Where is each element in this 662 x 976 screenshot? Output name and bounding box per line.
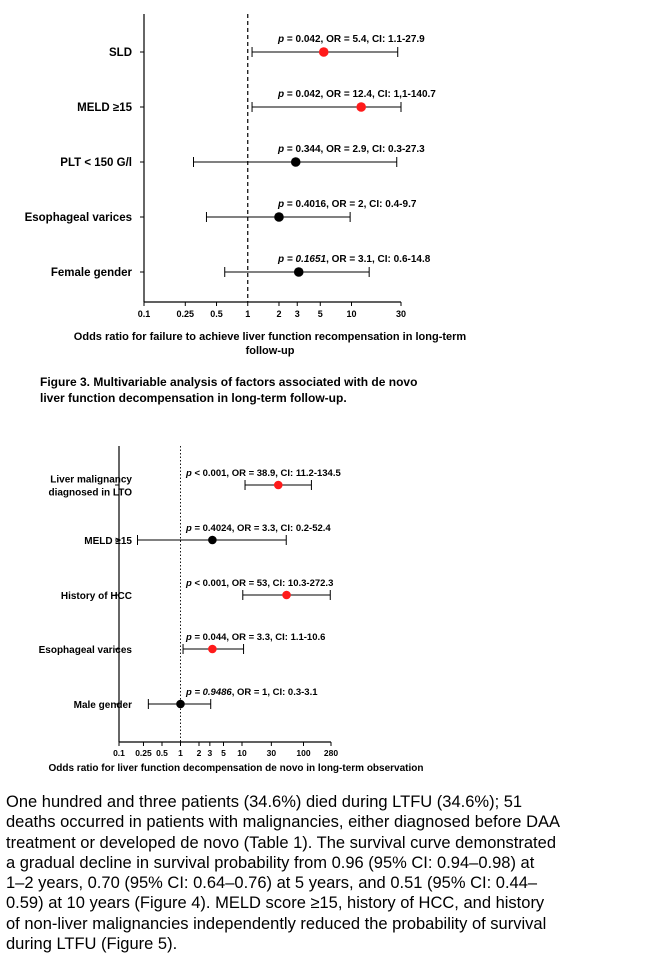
stats-label: , OR = 5.4, CI: 1.1-27.9 (321, 34, 426, 45)
category-label: diagnosed in LTO (48, 488, 132, 499)
data-label: p = 0.042, OR = 12.4, CI: 1,1-140.7 (277, 89, 436, 100)
x-tick-label: 0.1 (113, 748, 125, 758)
stats-label: , OR = 2.9, CI: 0.3-27.3 (321, 144, 426, 155)
paragraph-line: 1–2 years, 0.70 (95% CI: 0.64–0.76) at 5… (6, 874, 538, 893)
p-value: < 0.001 (192, 468, 227, 479)
x-axis-label: Odds ratio for failure to achieve liver … (74, 331, 467, 343)
data-label: p = 0.044, OR = 3.3, CI: 1.1-10.6 (185, 632, 325, 643)
stats-label: , OR = 1, CI: 0.3-3.1 (232, 687, 319, 698)
odds-ratio-point (208, 644, 217, 654)
p-label: p (185, 523, 192, 534)
x-tick-label: 3 (295, 309, 300, 319)
p-label: p (185, 632, 192, 643)
body-paragraph: One hundred and three patients (34.6%) d… (6, 792, 658, 954)
category-label: Liver malignancy (50, 475, 132, 486)
odds-ratio-point (318, 47, 329, 57)
p-value: < 0.001 (192, 578, 227, 589)
category-label: Esophageal varices (25, 212, 132, 224)
data-label: p = 0.1651, OR = 3.1, CI: 0.6-14.8 (277, 254, 431, 265)
x-tick-label: 10 (346, 309, 356, 319)
x-tick-label: 1 (245, 309, 250, 319)
p-value: = 0.4024 (192, 523, 233, 534)
x-tick-label: 100 (296, 748, 310, 758)
paragraph-line: a gradual decline in survival probabilit… (6, 853, 535, 872)
stats-label: , OR = 3.3, CI: 1.1-10.6 (226, 632, 325, 643)
x-tick-label: 30 (267, 748, 277, 758)
forest-plot-decompensation: 0.1 0.25 0.5 1 2 3 5 10 30 100 280 Odds ratio for l… (39, 446, 424, 774)
p-label: p (185, 578, 192, 589)
odds-ratio-point (293, 267, 304, 277)
data-label: p = 0.9486, OR = 1, CI: 0.3-3.1 (185, 687, 318, 698)
paragraph-line: during LTFU (Figure 5). (6, 935, 178, 954)
p-label: p (277, 144, 284, 155)
data-label: p = 0.4024, OR = 3.3, CI: 0.2-52.4 (185, 523, 331, 534)
stats-label: , OR = 2, CI: 0.4-9.7 (326, 199, 417, 210)
x-tick-label: 2 (197, 748, 202, 758)
data-label: p = 0.4016, OR = 2, CI: 0.4-9.7 (277, 199, 417, 210)
x-tick-label: 30 (396, 309, 406, 319)
x-tick-label: 0.5 (156, 748, 168, 758)
paragraph-line: 0.59) at 10 years (Figure 4). MELD score… (6, 894, 545, 913)
figure-caption: Figure 3. Multivariable analysis of fact… (40, 374, 460, 406)
x-tick-label: 1 (178, 748, 183, 758)
p-value: = 0.042 (284, 34, 321, 45)
odds-ratio-point (356, 102, 366, 112)
category-label: MELD ≥15 (77, 102, 132, 114)
odds-ratio-point (290, 157, 301, 167)
p-label: p (277, 254, 284, 265)
odds-ratio-point (176, 699, 185, 709)
x-axis-label: follow-up (246, 345, 295, 357)
p-label: p (185, 468, 192, 479)
p-label: p (277, 34, 284, 45)
stats-label: , OR = 3.3, CI: 0.2-52.4 (232, 523, 332, 534)
data-label: p = 0.042, OR = 5.4, CI: 1.1-27.9 (277, 34, 425, 45)
stats-label: , OR = 53, CI: 10.3-272.3 (226, 578, 333, 589)
stats-label: , OR = 3.1, CI: 0.6-14.8 (326, 254, 431, 265)
stats-label: , OR = 12.4, CI: 1,1-140.7 (321, 89, 437, 100)
category-label: History of HCC (61, 591, 132, 602)
paragraph-line: of non-liver malignancies independently … (6, 914, 547, 933)
odds-ratio-point (208, 535, 217, 545)
x-tick-label: 3 (207, 748, 212, 758)
data-label: p < 0.001, OR = 38.9, CI: 11.2-134.5 (185, 468, 341, 479)
category-label: Male gender (74, 700, 132, 711)
paragraph-line: treatment or developed de novo (Table 1)… (6, 833, 556, 852)
data-label: p < 0.001, OR = 53, CI: 10.3-272.3 (185, 578, 333, 589)
x-tick-label: 10 (237, 748, 247, 758)
category-label: PLT < 150 G/l (60, 157, 132, 169)
p-value: = 0.1651 (284, 254, 326, 265)
p-value: = 0.4016 (284, 199, 326, 210)
category-label: Esophageal varices (39, 645, 133, 656)
p-label: p (277, 89, 284, 100)
p-label: p (185, 687, 192, 698)
data-label: p = 0.344, OR = 2.9, CI: 0.3-27.3 (277, 144, 425, 155)
odds-ratio-point (273, 480, 283, 490)
x-tick-label: 0.25 (177, 309, 195, 319)
odds-ratio-point (274, 212, 284, 222)
x-tick-label: 0.25 (135, 748, 152, 758)
x-tick-label: 5 (221, 748, 226, 758)
caption-line: Figure 3. Multivariable analysis of fact… (40, 375, 418, 389)
x-axis-label: Odds ratio for liver function decompensa… (48, 763, 423, 774)
x-tick-label: 280 (324, 748, 338, 758)
category-label: Female gender (51, 267, 133, 279)
caption-line: liver function decompensation in long-te… (40, 391, 347, 405)
x-tick-label: 5 (318, 309, 323, 319)
x-tick-label: 2 (276, 309, 281, 319)
category-label: SLD (109, 47, 132, 59)
category-label: MELD ≥15 (84, 536, 132, 547)
p-value: = 0.9486 (192, 687, 233, 698)
x-tick-label: 0.1 (138, 309, 151, 319)
paragraph-line: deaths occurred in patients with maligna… (6, 813, 560, 832)
stats-label: , OR = 38.9, CI: 11.2-134.5 (226, 468, 341, 479)
forest-plot-recompensation: 0.1 0.25 0.5 1 2 3 5 10 30 Odds ratio for failure… (25, 14, 467, 357)
paragraph-line: One hundred and three patients (34.6%) d… (6, 793, 523, 811)
p-value: = 0.044 (192, 632, 227, 643)
p-value: = 0.042 (284, 89, 321, 100)
p-label: p (277, 199, 284, 210)
p-value: = 0.344 (284, 144, 321, 155)
x-tick-label: 0.5 (210, 309, 223, 319)
odds-ratio-point (282, 590, 291, 600)
